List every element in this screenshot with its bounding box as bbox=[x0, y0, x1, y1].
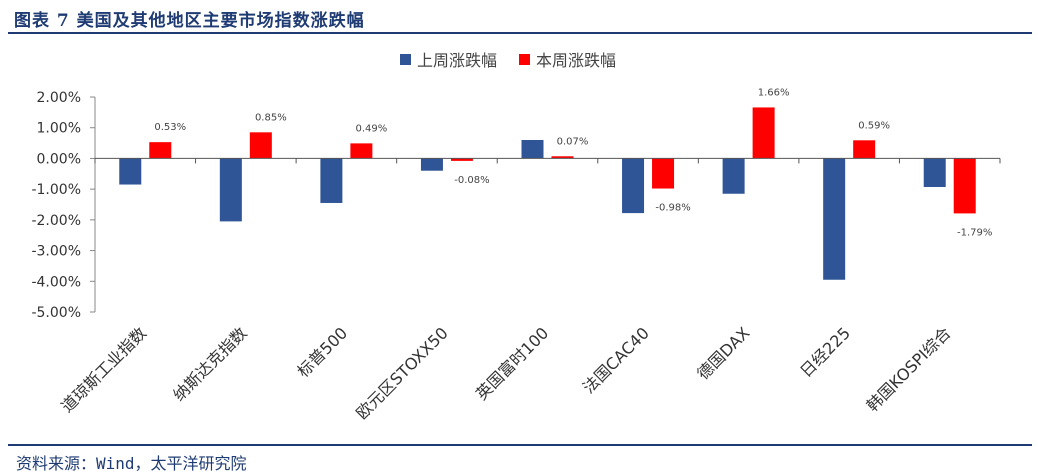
x-tick-label: 道琼斯工业指数 bbox=[57, 323, 150, 416]
x-tick-label: 韩国KOSPI综合 bbox=[863, 323, 955, 415]
bar-last-week bbox=[622, 158, 645, 214]
bar-last-week bbox=[521, 140, 544, 159]
title-bar: 图表 7 美国及其他地区主要市场指数涨跌幅 bbox=[8, 2, 1032, 34]
source-bar: 资料来源：Wind，太平洋研究院 bbox=[8, 444, 1032, 474]
x-tick-label: 法国CAC40 bbox=[579, 323, 653, 397]
bar-this-week bbox=[450, 158, 473, 161]
chart-title: 图表 7 美国及其他地区主要市场指数涨跌幅 bbox=[14, 11, 365, 31]
data-label: 0.49% bbox=[355, 123, 387, 134]
y-tick-label: 0.00% bbox=[37, 151, 81, 167]
data-label: -1.79% bbox=[957, 227, 992, 238]
x-tick-label: 纳斯达克指数 bbox=[169, 323, 250, 404]
bar-this-week bbox=[752, 107, 775, 159]
x-tick-label: 欧元区STOXX50 bbox=[352, 323, 452, 423]
legend-label-this-week: 本周涨跌幅 bbox=[536, 51, 617, 70]
legend-item-last-week: 上周涨跌幅 bbox=[400, 47, 497, 71]
data-label: -0.08% bbox=[454, 175, 489, 186]
bar-this-week bbox=[953, 158, 976, 214]
bar-last-week bbox=[823, 158, 846, 280]
bar-this-week bbox=[853, 140, 876, 159]
legend-item-this-week: 本周涨跌幅 bbox=[519, 47, 616, 71]
bar-this-week bbox=[249, 132, 272, 159]
data-label: -0.98% bbox=[655, 203, 690, 214]
legend-swatch-last-week bbox=[400, 53, 411, 65]
bar-this-week bbox=[149, 142, 172, 159]
y-tick-label: -5.00% bbox=[31, 305, 81, 321]
x-tick-label: 日经225 bbox=[796, 323, 854, 381]
x-tick-label: 标普500 bbox=[294, 323, 352, 381]
y-tick-label: -3.00% bbox=[31, 244, 81, 260]
bar-this-week bbox=[350, 143, 373, 159]
bar-last-week bbox=[119, 158, 142, 185]
y-tick-label: -4.00% bbox=[31, 274, 81, 290]
legend-swatch-this-week bbox=[519, 53, 531, 65]
y-tick-label: 1.00% bbox=[37, 121, 81, 137]
data-label: 1.66% bbox=[758, 87, 790, 98]
y-tick-label: -2.00% bbox=[31, 213, 81, 229]
data-label: 0.59% bbox=[858, 120, 890, 131]
data-label: 0.85% bbox=[255, 112, 287, 123]
y-tick-label: -1.00% bbox=[31, 182, 81, 198]
x-tick-label: 英国富时100 bbox=[472, 323, 552, 403]
bar-this-week bbox=[551, 156, 574, 159]
bar-last-week bbox=[420, 158, 443, 171]
bar-last-week bbox=[923, 158, 946, 187]
legend-label-last-week: 上周涨跌幅 bbox=[417, 51, 498, 70]
data-label: 0.07% bbox=[557, 136, 589, 147]
x-tick-label: 德国DAX bbox=[693, 323, 753, 383]
bar-last-week bbox=[219, 158, 242, 222]
bar-last-week bbox=[320, 158, 343, 203]
bar-this-week bbox=[652, 158, 675, 189]
data-label: 0.53% bbox=[154, 122, 186, 133]
bar-last-week bbox=[722, 158, 745, 194]
legend: 上周涨跌幅 本周涨跌幅 bbox=[400, 47, 616, 71]
y-tick-label: 2.00% bbox=[37, 90, 81, 106]
source-note: 资料来源：Wind，太平洋研究院 bbox=[16, 454, 247, 473]
